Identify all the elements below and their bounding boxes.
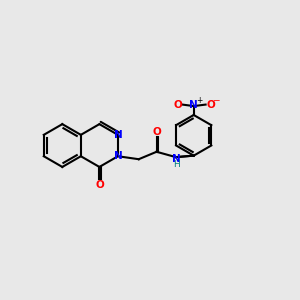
Text: H: H — [173, 160, 180, 169]
Text: O: O — [206, 100, 215, 110]
Text: N: N — [113, 151, 122, 161]
Text: N: N — [172, 154, 181, 164]
Text: O: O — [174, 100, 182, 110]
Text: O: O — [152, 127, 161, 136]
Text: −: − — [212, 96, 220, 105]
Text: O: O — [95, 180, 104, 190]
Text: N: N — [189, 100, 198, 110]
Text: N: N — [113, 130, 122, 140]
Text: +: + — [196, 96, 202, 105]
